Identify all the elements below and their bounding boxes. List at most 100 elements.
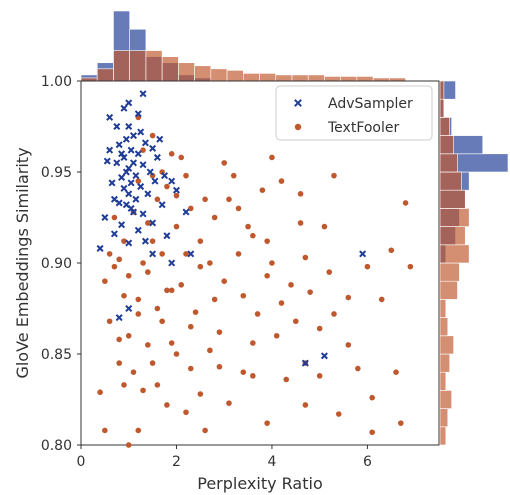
- advsampler-point: [134, 150, 142, 158]
- textfooler-point: [116, 360, 122, 366]
- advsampler-point: [108, 179, 116, 187]
- textfooler-point: [240, 292, 247, 299]
- textfooler-point: [140, 260, 146, 266]
- textfooler-point: [269, 154, 275, 161]
- advsampler-point: [125, 99, 133, 107]
- top-hist-textfooler-bar: [307, 74, 325, 82]
- textfooler-point: [135, 311, 142, 317]
- textfooler-point: [135, 296, 142, 303]
- advsampler-point: [106, 146, 114, 154]
- advsampler-point: [139, 161, 147, 169]
- advsampler-point: [129, 132, 138, 140]
- right-hist-textfooler-bar: [439, 408, 449, 428]
- textfooler-point: [226, 196, 232, 203]
- advsampler-point: [141, 139, 149, 147]
- textfooler-point: [202, 427, 208, 434]
- right-marginal-histogram: [439, 80, 509, 446]
- advsampler-point: [139, 210, 147, 218]
- textfooler-point: [192, 309, 199, 315]
- textfooler-point: [125, 442, 132, 448]
- textfooler-point: [211, 214, 218, 221]
- top-hist-textfooler-bar: [259, 73, 277, 82]
- textfooler-point: [402, 200, 409, 206]
- textfooler-point: [106, 318, 113, 325]
- textfooler-point: [269, 260, 275, 266]
- textfooler-point: [168, 151, 175, 157]
- advsampler-point: [139, 90, 147, 98]
- textfooler-point: [130, 369, 137, 376]
- advsampler-point: [161, 172, 169, 180]
- advsampler-point: [141, 237, 149, 245]
- right-hist-textfooler-bar: [439, 189, 466, 209]
- textfooler-point: [197, 238, 204, 244]
- right-hist-textfooler-bar: [439, 117, 451, 136]
- advsampler-point: [320, 352, 328, 360]
- textfooler-point: [216, 363, 223, 370]
- advsampler-point: [132, 172, 140, 180]
- advsampler-point: [101, 213, 109, 222]
- textfooler-point: [207, 260, 213, 266]
- advsampler-point: [106, 113, 114, 121]
- textfooler-point: [111, 214, 118, 221]
- advsampler-point: [113, 122, 121, 131]
- textfooler-point: [235, 251, 242, 257]
- right-hist-textfooler-bar: [439, 335, 454, 355]
- advsampler-point: [122, 168, 130, 176]
- textfooler-point: [283, 376, 290, 383]
- textfooler-point: [288, 282, 294, 288]
- top-hist-textfooler-bar: [340, 76, 358, 82]
- textfooler-point: [278, 178, 285, 184]
- advsampler-point: [129, 159, 138, 167]
- right-hist-textfooler-bar: [439, 208, 470, 227]
- legend-advsampler-label: AdvSampler: [328, 96, 413, 112]
- textfooler-point: [278, 300, 285, 306]
- right-hist-textfooler-bar: [439, 299, 447, 318]
- advsampler-point: [120, 184, 128, 192]
- advsampler-point: [168, 259, 176, 267]
- textfooler-point: [221, 278, 227, 285]
- textfooler-point: [164, 183, 170, 190]
- textfooler-point: [102, 278, 108, 285]
- y-tick-label: 0.95: [41, 165, 72, 181]
- right-hist-textfooler-bar: [439, 280, 458, 300]
- legend-textfooler-marker: [294, 123, 302, 131]
- advsampler-point: [153, 153, 161, 161]
- advsampler-point: [149, 219, 157, 227]
- textfooler-point: [226, 400, 232, 406]
- textfooler-point: [154, 382, 161, 388]
- textfooler-point: [168, 340, 175, 346]
- textfooler-point: [197, 263, 204, 270]
- textfooler-point: [159, 251, 165, 257]
- advsampler-point: [158, 201, 166, 209]
- advsampler-point: [156, 135, 164, 143]
- textfooler-point: [335, 411, 342, 417]
- x-axis-ticks: 0 2 4 6: [77, 445, 372, 470]
- textfooler-point: [173, 223, 180, 230]
- top-hist-textfooler-bar: [129, 50, 147, 82]
- advsampler-point: [151, 177, 159, 185]
- top-hist-textfooler-bar: [226, 70, 244, 82]
- textfooler-point: [154, 196, 161, 203]
- advsampler-point: [137, 183, 145, 191]
- advsampler-point: [168, 177, 176, 185]
- textfooler-point: [345, 294, 352, 301]
- textfooler-point: [116, 336, 122, 343]
- advsampler-point: [134, 110, 142, 118]
- textfooler-point: [407, 263, 414, 270]
- top-hist-textfooler-bar: [242, 73, 260, 82]
- textfooler-point: [264, 420, 270, 426]
- textfooler-point: [364, 263, 371, 270]
- right-hist-textfooler-bar: [439, 171, 462, 191]
- textfooler-point: [254, 311, 261, 317]
- y-tick-label: 0.90: [41, 256, 72, 272]
- advsampler-point: [359, 250, 367, 258]
- textfooler-point: [245, 223, 251, 230]
- y-tick-label: 0.85: [41, 347, 72, 363]
- top-hist-textfooler-bar: [178, 62, 195, 82]
- textfooler-point: [125, 272, 132, 279]
- advsampler-point: [115, 141, 123, 149]
- x-tick-label: 6: [363, 454, 372, 470]
- legend-advsampler-x: [294, 99, 302, 107]
- textfooler-point: [316, 325, 323, 332]
